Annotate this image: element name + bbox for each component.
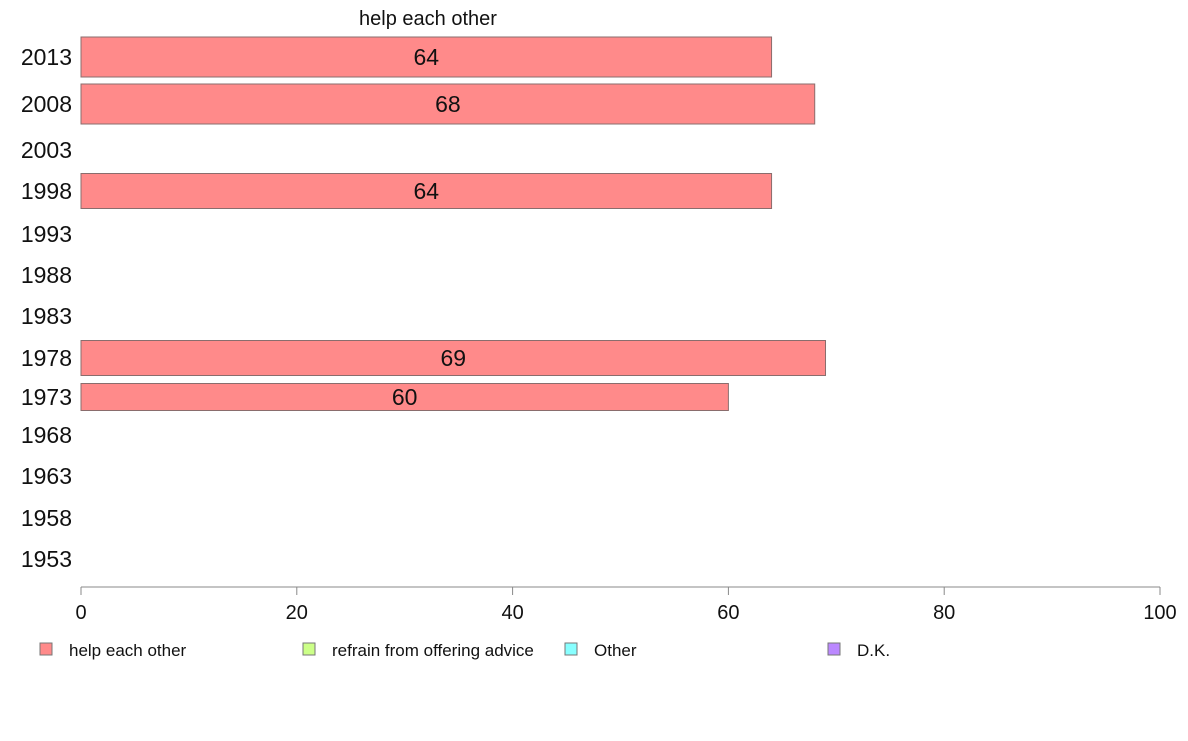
y-tick-label: 1978 [21,345,72,371]
y-tick-label: 1973 [21,384,72,410]
legend-label: help each other [69,641,187,660]
bar [80,36,773,78]
y-tick-label: 1958 [21,505,72,531]
legend: help each other refrain from offering adv… [39,641,890,660]
x-tick-label: 100 [1143,602,1176,624]
bar [80,383,729,411]
x-tick-label: 0 [75,602,86,624]
legend-item: Other [564,641,637,660]
x-tick-label: 40 [501,602,523,624]
legend-swatch [39,642,53,656]
bar [80,173,773,209]
legend-swatch [564,642,578,656]
y-tick-label: 1968 [21,422,72,448]
y-tick-label: 2008 [21,91,72,117]
legend-label: Other [594,641,637,660]
legend-label: refrain from offering advice [332,641,534,660]
legend-item: D.K. [827,641,890,660]
bar-value-label: 64 [413,44,439,70]
legend-swatch [302,642,316,656]
legend-label: D.K. [857,641,890,660]
x-tick-label: 20 [286,602,308,624]
y-tick-label: 1953 [21,546,72,572]
chart-title: help each other [359,8,497,30]
x-axis: 0 20 40 60 80 100 [75,586,1177,624]
x-tick-label: 60 [717,602,739,624]
y-tick-label: 1963 [21,463,72,489]
bars-group: 64 68 64 69 60 [80,36,827,411]
legend-item: help each other [39,641,187,660]
bar-value-label: 69 [440,345,466,371]
y-tick-label: 1993 [21,221,72,247]
bar [80,340,827,376]
bar-value-label: 64 [413,178,439,204]
bar [80,83,816,125]
y-tick-label: 2003 [21,137,72,163]
y-tick-label: 2013 [21,44,72,70]
bar-value-label: 60 [392,384,418,410]
bar-value-label: 68 [435,91,461,117]
y-tick-label: 1998 [21,178,72,204]
x-tick-label: 80 [933,602,955,624]
y-tick-label: 1983 [21,303,72,329]
legend-item: refrain from offering advice [302,641,534,660]
legend-swatch [827,642,841,656]
y-tick-label: 1988 [21,262,72,288]
y-axis: 2013 2008 2003 1998 1993 1988 1983 1978 1973 1968… [21,44,72,572]
